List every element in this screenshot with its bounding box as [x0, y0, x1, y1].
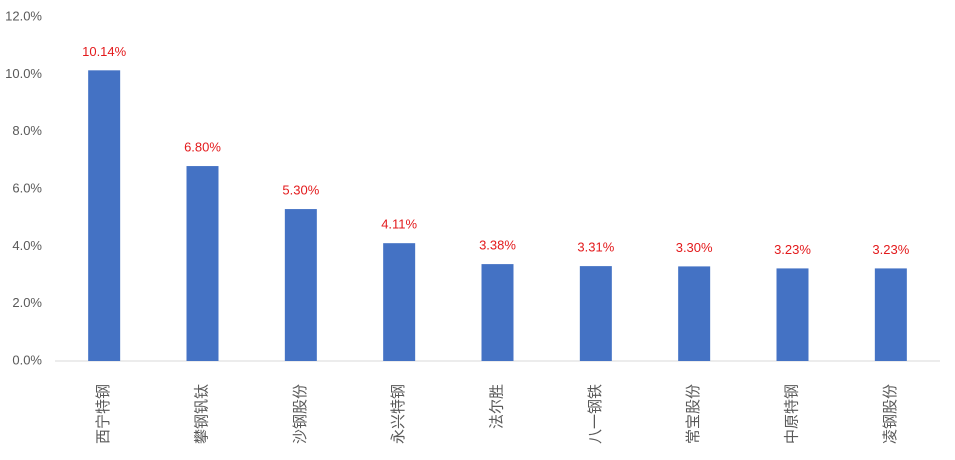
- bar: [678, 266, 711, 361]
- data-label: 4.11%: [381, 217, 417, 232]
- data-label: 3.30%: [676, 240, 713, 255]
- x-tick-label: 沙钢股份: [292, 384, 309, 444]
- data-label: 10.14%: [82, 44, 127, 59]
- bar: [88, 70, 121, 361]
- y-tick-label: 4.0%: [12, 238, 42, 253]
- x-tick-label: 攀钢钒钛: [193, 384, 210, 444]
- bar: [776, 268, 809, 361]
- x-tick-label: 常宝股份: [685, 384, 702, 444]
- data-label: 3.38%: [479, 238, 516, 253]
- bar: [186, 166, 219, 361]
- x-tick-label: 法尔胜: [488, 384, 505, 429]
- bar: [383, 243, 416, 361]
- bar: [481, 264, 514, 361]
- data-label: 6.80%: [184, 140, 221, 155]
- y-tick-label: 6.0%: [12, 180, 42, 195]
- x-tick-label: 西宁特钢: [95, 384, 112, 444]
- x-tick-label: 凌钢股份: [882, 384, 899, 444]
- data-label: 5.30%: [282, 183, 319, 198]
- bar: [874, 268, 907, 361]
- y-tick-label: 10.0%: [5, 66, 42, 81]
- bar: [579, 266, 612, 361]
- y-tick-label: 12.0%: [5, 8, 42, 23]
- data-label: 3.23%: [872, 242, 909, 257]
- x-tick-label: 永兴特钢: [390, 384, 407, 444]
- data-label: 3.23%: [774, 242, 811, 257]
- y-tick-label: 0.0%: [12, 352, 42, 367]
- x-tick-label: 八一钢铁: [587, 384, 604, 444]
- x-tick-label: 中原特钢: [783, 384, 800, 444]
- bar: [284, 209, 317, 361]
- y-tick-label: 8.0%: [12, 123, 42, 138]
- data-label: 3.31%: [577, 240, 614, 255]
- y-tick-label: 2.0%: [12, 295, 42, 310]
